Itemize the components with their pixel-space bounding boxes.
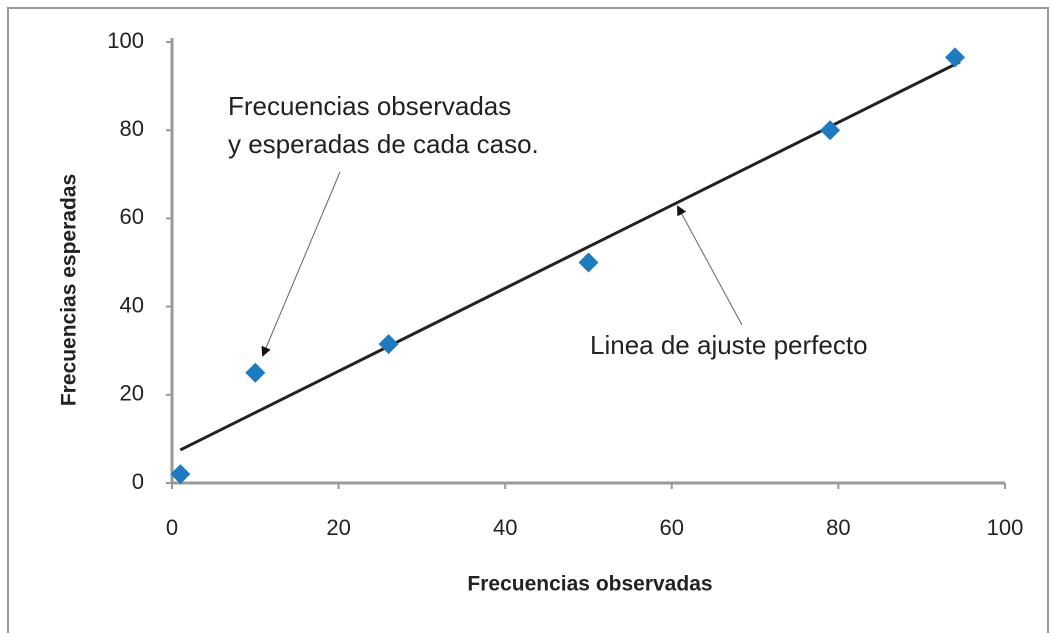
y-tick-label: 60 xyxy=(120,204,144,229)
x-tick-label: 100 xyxy=(987,515,1024,540)
point xyxy=(170,464,191,485)
y-tick-label: 20 xyxy=(120,381,144,406)
x-tick-label: 80 xyxy=(826,515,850,540)
point xyxy=(945,47,966,68)
y-tick-label: 40 xyxy=(120,292,144,317)
point xyxy=(378,334,399,355)
y-axis-title: Frecuencias esperadas xyxy=(58,174,81,406)
annotation: Frecuencias observadas xyxy=(228,91,511,121)
annotation-arrow xyxy=(261,171,341,357)
chart-border xyxy=(7,7,1049,638)
y-tick-label: 100 xyxy=(107,28,144,53)
x-tick-label: 20 xyxy=(326,515,350,540)
point xyxy=(578,252,599,273)
x-tick-label: 60 xyxy=(660,515,684,540)
point xyxy=(245,362,266,383)
point xyxy=(820,120,841,141)
x-tick-label: 0 xyxy=(166,515,178,540)
x-tick-label: 40 xyxy=(493,515,517,540)
y-tick-label: 80 xyxy=(120,116,144,141)
annotation-arrow xyxy=(677,205,743,326)
annotation: Linea de ajuste perfecto xyxy=(590,330,868,360)
x-axis-title: Frecuencias observadas xyxy=(467,573,712,596)
y-tick-label: 0 xyxy=(132,469,144,494)
annotation: y esperadas de cada caso. xyxy=(228,129,539,159)
